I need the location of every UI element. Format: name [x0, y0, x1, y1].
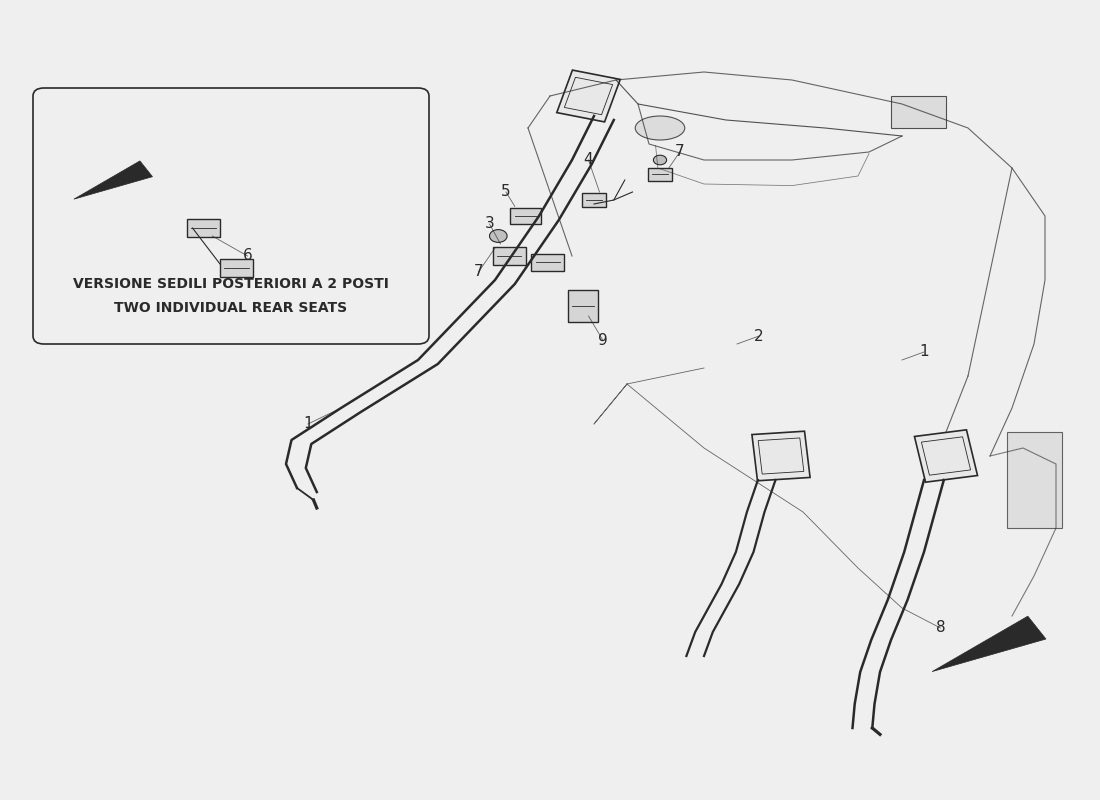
Bar	[220, 259, 253, 277]
Text: 9: 9	[598, 333, 607, 347]
Circle shape	[490, 230, 507, 242]
Bar	[187, 219, 220, 237]
Bar	[914, 430, 978, 482]
Text: 6: 6	[243, 249, 252, 263]
Bar	[922, 437, 970, 475]
Circle shape	[653, 155, 667, 165]
Ellipse shape	[636, 116, 684, 140]
Text: 5: 5	[502, 185, 510, 199]
Bar	[531, 254, 564, 271]
Bar	[758, 438, 804, 474]
Bar	[568, 290, 598, 322]
Text: 4: 4	[584, 153, 593, 167]
Bar	[648, 168, 672, 181]
Bar	[582, 193, 606, 207]
Bar	[510, 208, 541, 224]
Text: 8: 8	[936, 621, 945, 635]
Text: 1: 1	[920, 345, 928, 359]
Bar	[564, 78, 613, 114]
Text: 7: 7	[474, 265, 483, 279]
Text: 7: 7	[675, 145, 684, 159]
Text: 1: 1	[304, 417, 312, 431]
Text: 2: 2	[755, 329, 763, 343]
Bar	[557, 70, 620, 122]
Bar	[891, 96, 946, 128]
Polygon shape	[74, 161, 153, 199]
Polygon shape	[932, 616, 1046, 672]
Bar	[493, 247, 526, 265]
Text: VERSIONE SEDILI POSTERIORI A 2 POSTI: VERSIONE SEDILI POSTERIORI A 2 POSTI	[73, 277, 389, 291]
Bar	[1006, 432, 1062, 528]
Bar	[752, 431, 810, 481]
Text: TWO INDIVIDUAL REAR SEATS: TWO INDIVIDUAL REAR SEATS	[114, 301, 348, 315]
FancyBboxPatch shape	[33, 88, 429, 344]
Text: 3: 3	[485, 217, 494, 231]
